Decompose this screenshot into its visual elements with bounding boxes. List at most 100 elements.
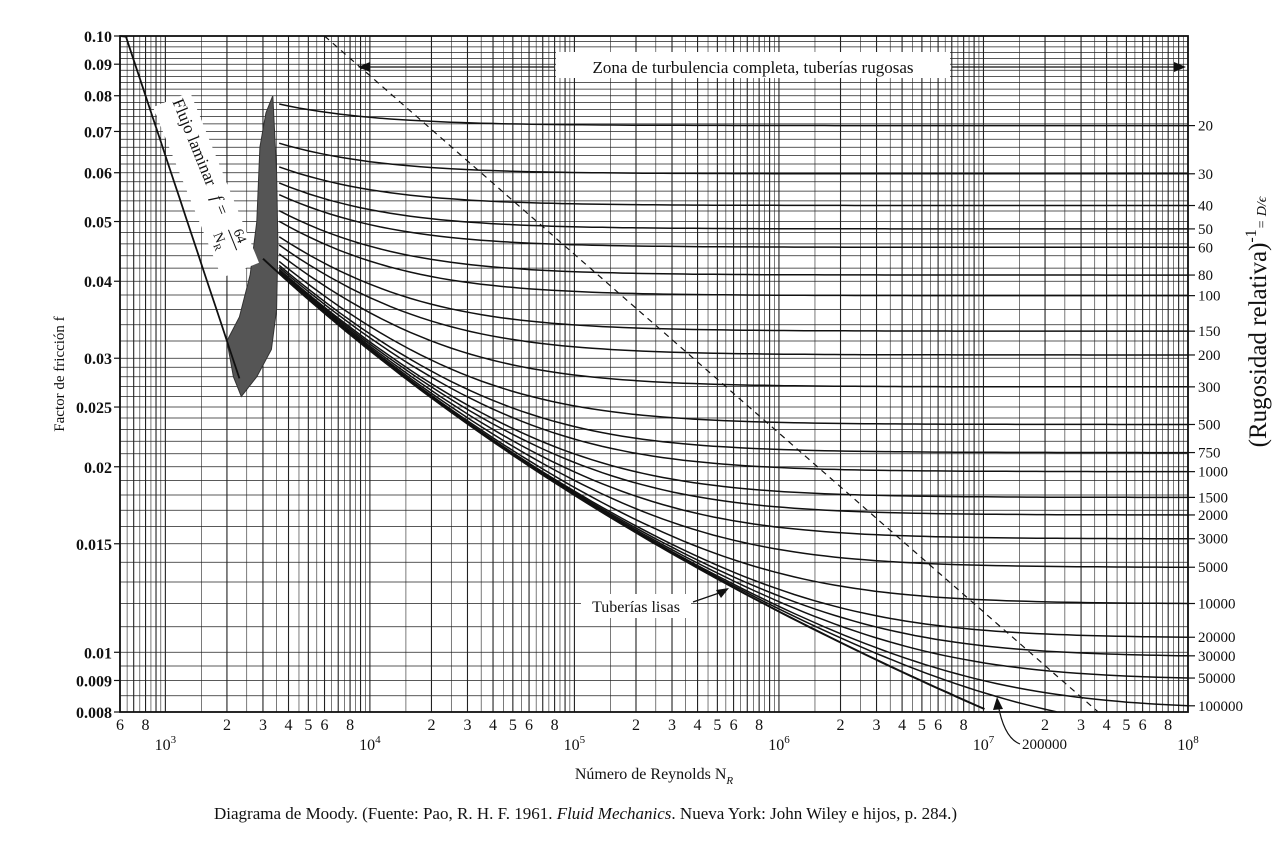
x-decade-base: 10 <box>1177 737 1193 754</box>
x-tick-label: 3 <box>259 717 267 734</box>
roughness-label: 10000 <box>1198 597 1236 613</box>
x-tick-label: 8 <box>960 717 968 734</box>
roughness-label: 80 <box>1198 268 1213 284</box>
x-tick-label: 3 <box>1077 717 1085 734</box>
smooth-pipe-arrow-line <box>692 591 723 603</box>
x-decade-label: 103 <box>155 734 177 754</box>
x-tick-label: 2 <box>632 717 640 734</box>
y-tick-label: 0.025 <box>76 400 112 417</box>
smooth-pipe-line <box>262 257 985 710</box>
smooth-pipe-label-bg <box>581 594 691 618</box>
roughness-label: 30 <box>1198 167 1213 183</box>
x-tick-label: 6 <box>934 717 942 734</box>
roughness-label: 200 <box>1198 348 1221 364</box>
smooth-pipe-arrow-head <box>716 588 729 598</box>
x-tick-label: 4 <box>285 717 293 734</box>
y-tick-label: 0.07 <box>84 124 112 141</box>
y-tick-label: 0.06 <box>84 166 112 183</box>
smooth-pipe-label: Tuberías lisas <box>592 599 680 616</box>
x-decade-exponent: 8 <box>1193 734 1199 746</box>
x-tick-label: 2 <box>223 717 231 734</box>
laminar-label-bg <box>152 92 260 278</box>
roughness-curve <box>278 272 1057 713</box>
roughness-curve <box>279 103 1188 127</box>
roughness-curve <box>278 142 1188 175</box>
plot-frame <box>119 35 1189 713</box>
roughness-curve <box>278 266 1188 473</box>
roughness-curve <box>278 260 1188 426</box>
roughness-bottom-label-bg <box>1020 732 1084 754</box>
laminar-and-smooth-lines <box>119 35 1098 712</box>
roughness-label: 40 <box>1198 199 1213 215</box>
x-tick-label: 8 <box>755 717 763 734</box>
x-tick-label: 5 <box>713 717 721 734</box>
roughness-curve <box>278 210 1188 276</box>
y-tick-label: 0.009 <box>76 673 112 690</box>
x-tick-label: 2 <box>1041 717 1049 734</box>
complete-turbulence-arrow-left-head <box>358 62 370 72</box>
x-tick-label: 4 <box>694 717 702 734</box>
roughness-label: 1500 <box>1198 490 1228 506</box>
x-axis-label: Número de Reynolds NR <box>575 766 734 787</box>
x-tick-label: 3 <box>463 717 471 734</box>
roughness-label: 150 <box>1198 324 1221 340</box>
roughness-label: 20 <box>1198 119 1213 135</box>
x-decade-base: 10 <box>768 737 784 754</box>
roughness-bottom-label: 200000 <box>1022 737 1067 753</box>
roughness-label: 100000 <box>1198 699 1243 715</box>
roughness-label: 50000 <box>1198 671 1236 687</box>
x-tick-label: 6 <box>1139 717 1147 734</box>
x-decade-exponent: 6 <box>784 734 790 746</box>
x-tick-label: 5 <box>918 717 926 734</box>
x-tick-label: 8 <box>142 717 150 734</box>
roughness-curve <box>278 272 1189 605</box>
caption-prefix: Diagrama de Moody. (Fuente: Pao, R. H. F… <box>214 804 557 823</box>
roughness-label: 1000 <box>1198 465 1228 481</box>
roughness-bottom-arrow-line <box>997 703 1021 745</box>
roughness-bottom-arrow-head <box>993 697 1003 710</box>
y-tick-label: 0.04 <box>84 274 112 291</box>
y2-axis-label: (Rugosidad relativa)-1= D/ϵ <box>1243 195 1272 447</box>
roughness-curve <box>278 220 1188 297</box>
x-axis-label-sub: R <box>725 775 733 787</box>
y2-axis-label-tail: = D/ϵ <box>1255 195 1270 229</box>
caption-suffix: . Nueva York: John Wiley e hijos, p. 284… <box>671 804 958 823</box>
roughness-curve <box>278 236 1188 332</box>
y-tick-label: 0.08 <box>84 89 112 106</box>
y-tick-label: 0.015 <box>76 537 112 554</box>
x-decade-base: 10 <box>359 737 375 754</box>
y-tick-label: 0.01 <box>84 645 112 662</box>
x-axis-label-main: Número de Reynolds N <box>575 766 727 783</box>
roughness-label: 3000 <box>1198 532 1228 548</box>
x-tick-label: 3 <box>873 717 881 734</box>
x-tick-label: 2 <box>427 717 435 734</box>
x-tick-label: 3 <box>668 717 676 734</box>
roughness-curve <box>278 270 1188 540</box>
roughness-curve <box>278 268 1188 499</box>
caption-book-title: Fluid Mechanics <box>556 804 672 823</box>
x-decade-base: 10 <box>564 737 580 754</box>
roughness-label: 100 <box>1198 289 1221 305</box>
roughness-label: 500 <box>1198 417 1221 433</box>
y-tick-label: 0.05 <box>84 215 112 232</box>
x-decade-exponent: 4 <box>375 734 381 746</box>
x-tick-label: 5 <box>1122 717 1130 734</box>
x-decade-label: 107 <box>973 734 995 754</box>
roughness-label: 20000 <box>1198 630 1236 646</box>
roughness-curve <box>278 194 1188 249</box>
x-tick-label: 5 <box>304 717 312 734</box>
complete-turbulence-label: Zona de turbulencia completa, tuberías r… <box>593 58 914 77</box>
y2-axis-label-main: (Rugosidad relativa) <box>1245 243 1272 448</box>
x-decade-base: 10 <box>973 737 989 754</box>
x-tick-label: 5 <box>509 717 517 734</box>
x-decade-exponent: 5 <box>580 734 586 746</box>
roughness-label: 60 <box>1198 240 1213 256</box>
x-decade-label: 108 <box>1177 734 1199 754</box>
roughness-curve <box>278 182 1188 230</box>
roughness-label: 5000 <box>1198 560 1228 576</box>
y-tick-label: 0.02 <box>84 460 112 477</box>
figure-caption: Diagrama de Moody. (Fuente: Pao, R. H. F… <box>214 804 957 824</box>
roughness-curve <box>278 244 1188 356</box>
